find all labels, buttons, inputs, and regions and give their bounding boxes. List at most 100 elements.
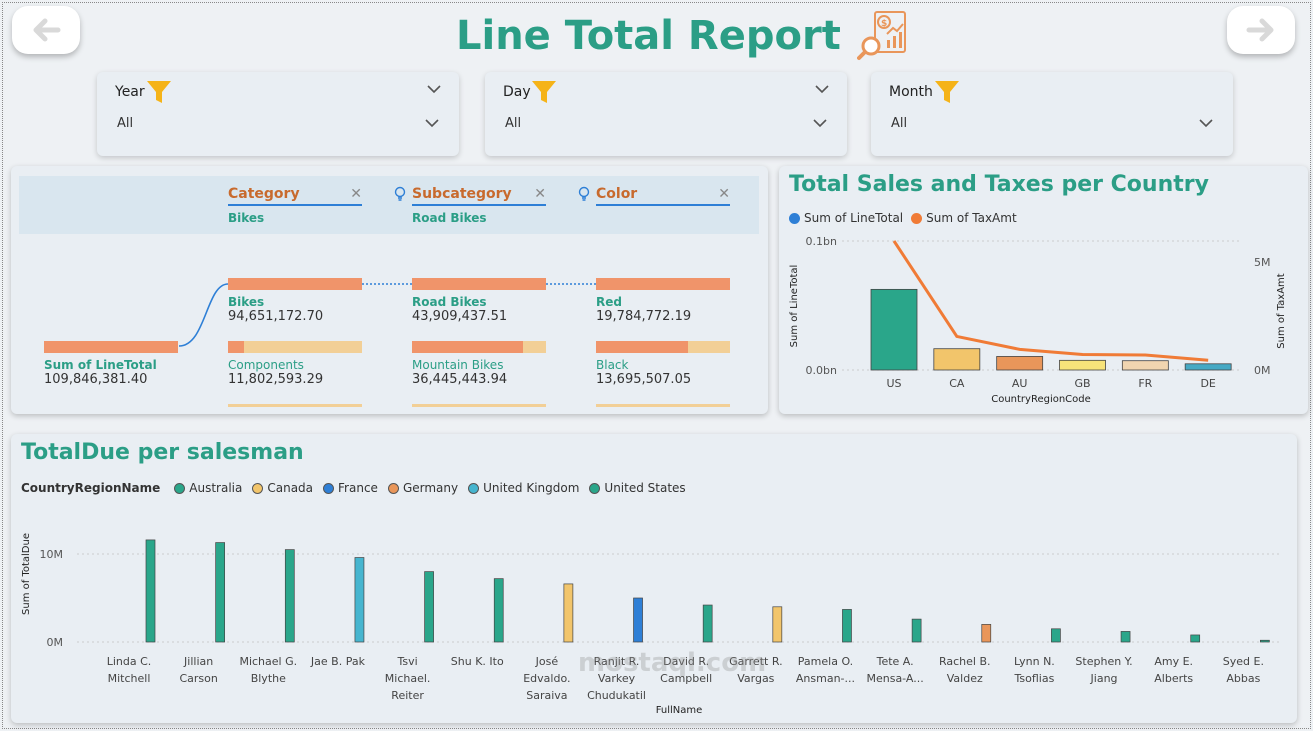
bar-united-states (493, 578, 504, 643)
funnel-icon (532, 81, 556, 103)
bar-united-states (424, 571, 434, 643)
svg-text:$: $ (881, 19, 887, 29)
legend-dot (911, 212, 923, 224)
slicer-year[interactable]: Year All (97, 72, 459, 156)
tree-node[interactable]: Bikes 94,651,172.70 (228, 278, 362, 324)
watermark: mostaql.com (578, 648, 767, 678)
bar-united-states (1190, 634, 1201, 643)
tax-line (892, 240, 1209, 362)
legend-dot (323, 482, 335, 494)
back-button[interactable] (12, 6, 80, 54)
x-tick-label: GB (1074, 377, 1090, 390)
x-tick-label: Tsvi Michael. Reiter (385, 655, 431, 702)
tree-node[interactable]: Red 19,784,772.19 (596, 278, 730, 324)
bar-us (870, 288, 918, 371)
bar-united-states (911, 618, 922, 643)
salesman-chart-panel[interactable]: TotalDue per salesman CountryRegionName … (11, 434, 1297, 723)
chevron-down-icon[interactable] (815, 84, 829, 94)
legend-item-france[interactable]: France (338, 481, 378, 495)
bar-united-states (284, 549, 295, 643)
slicer-month[interactable]: Month All (871, 72, 1233, 156)
level-title: Subcategory (412, 186, 546, 206)
x-tick-label: US (886, 377, 901, 390)
chevron-down-icon[interactable] (1199, 118, 1213, 128)
x-tick-label: Stephen Y. Jiang (1075, 655, 1132, 685)
chevron-down-icon[interactable] (427, 84, 441, 94)
tree-node[interactable]: Components 11,802,593.29 (228, 341, 362, 387)
level-color[interactable]: Color ✕ (578, 186, 730, 211)
level-subcategory[interactable]: Subcategory ✕ Road Bikes (394, 186, 546, 225)
funnel-icon (147, 81, 171, 103)
y-tick-label: 0.1bn (806, 235, 837, 248)
node-bar (228, 341, 362, 353)
legend-title: CountryRegionName (21, 481, 161, 495)
legend-item-canada[interactable]: Canada (267, 481, 314, 495)
y-axis-label: Sum of LineTotal (789, 265, 800, 348)
node-bar (596, 341, 730, 353)
x-tick-label: José Edvaldo. Saraiva (523, 655, 570, 702)
level-title: Color (596, 186, 730, 206)
legend-dot (252, 482, 264, 494)
y2-tick-label: 5M (1254, 256, 1271, 269)
tree-node[interactable]: Mountain Bikes 36,445,443.94 (412, 341, 546, 387)
y-axis-label: Sum of TotalDue (21, 533, 32, 615)
node-label: Red (596, 295, 622, 309)
node-label: Mountain Bikes (412, 358, 504, 372)
report-analytics-icon: $ (856, 11, 906, 60)
level-category[interactable]: Category ✕ Bikes (228, 186, 362, 225)
tree-node[interactable]: Black 13,695,507.05 (596, 341, 730, 387)
country-chart-panel[interactable]: Total Sales and Taxes per Country Sum of… (779, 166, 1308, 414)
legend-item-united-kingdom[interactable]: United Kingdom (483, 481, 580, 495)
x-tick-label: Garrett R. Vargas (729, 655, 783, 685)
legend-item-australia[interactable]: Australia (189, 481, 243, 495)
x-tick-label: Shu K. Ito (451, 655, 504, 668)
bar-united-states (702, 604, 713, 643)
y2-tick-label: 0M (1254, 364, 1271, 377)
decomposition-tree[interactable]: Category ✕ Bikes Subcategory ✕ Road Bike… (11, 166, 768, 414)
x-tick-label: Amy E. Alberts (1154, 655, 1193, 685)
tree-root-node[interactable]: Sum of LineTotal 109,846,381.40 (44, 341, 178, 387)
arrow-left-icon (33, 18, 61, 42)
close-icon[interactable]: ✕ (534, 186, 546, 202)
x-tick-label: Pamela O. Ansman-... (796, 655, 855, 685)
node-value: 11,802,593.29 (228, 372, 324, 387)
y2-axis-label: Sum of TaxAmt (1276, 273, 1287, 349)
close-icon[interactable]: ✕ (350, 186, 362, 202)
x-tick-label: AU (1012, 377, 1028, 390)
slicer-day[interactable]: Day All (485, 72, 847, 156)
x-tick-label: Lynn N. Tsoflias (1013, 655, 1054, 685)
x-tick-label: Syed E. Abbas (1223, 655, 1264, 685)
slicer-month-value[interactable]: All (891, 116, 908, 131)
node-value: 36,445,443.94 (412, 372, 508, 387)
x-tick-label: CA (949, 377, 965, 390)
node-value: 19,784,772.19 (596, 309, 692, 324)
node-value: 94,651,172.70 (228, 309, 324, 324)
chevron-down-icon[interactable] (425, 118, 439, 128)
bar-gb (1059, 359, 1106, 371)
x-tick-label: Michael G. Blythe (239, 655, 297, 685)
close-icon[interactable]: ✕ (718, 186, 730, 202)
x-tick-label: Tete A. Mensa-A... (866, 655, 923, 685)
bar-united-states (145, 539, 156, 643)
node-bar (228, 278, 362, 290)
salesman-chart-title: TotalDue per salesman (21, 440, 304, 465)
x-tick-label: FR (1138, 377, 1152, 390)
country-chart-svg: 0.1bn 0.0bn 0M 5M Sum of LineTotal Sum of Tax… (789, 235, 1287, 405)
legend-item-united-states[interactable]: United States (604, 481, 686, 495)
lightbulb-icon (394, 186, 406, 201)
y-tick-label: 0.0bn (806, 364, 837, 377)
bar-ca (933, 348, 981, 371)
legend-item-germany[interactable]: Germany (402, 481, 459, 495)
bar-united-kingdom (354, 557, 365, 643)
page-title-text: Line Total Report (456, 13, 841, 59)
funnel-icon (935, 81, 959, 103)
slicer-day-value[interactable]: All (505, 116, 522, 131)
chevron-down-icon[interactable] (813, 118, 827, 128)
slicer-year-label: Year (115, 84, 145, 100)
slicer-year-value[interactable]: All (117, 116, 134, 131)
forward-button[interactable] (1227, 6, 1295, 54)
legend-dot (387, 482, 399, 494)
tree-node[interactable]: Road Bikes 43,909,437.51 (412, 278, 546, 324)
salesman-chart-legend: CountryRegionName Australia Canada France G… (21, 481, 686, 495)
